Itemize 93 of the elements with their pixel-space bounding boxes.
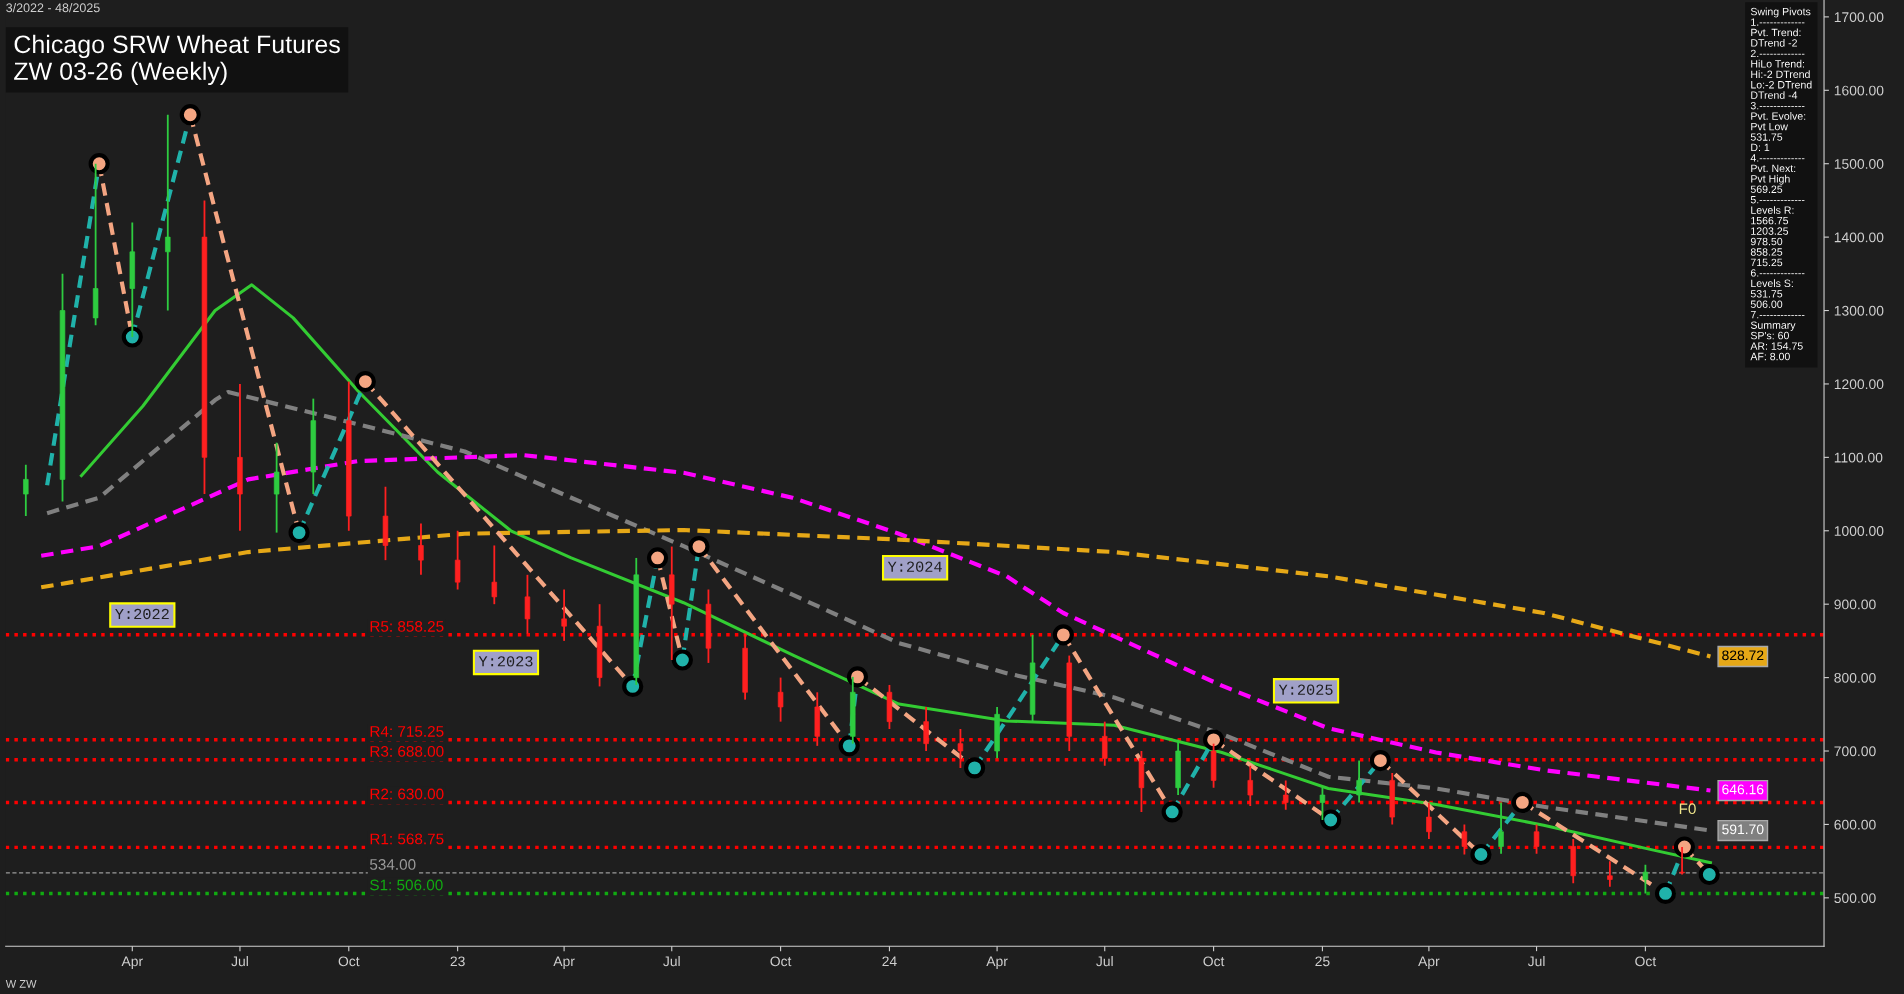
annotation: 3/2022 - 48/2025 (6, 2, 100, 13)
x-tick-label: Apr (553, 956, 575, 969)
candlestick (1102, 720, 1108, 767)
point (1470, 843, 1492, 866)
y-tick-label: 1000.00 (1834, 526, 1884, 536)
x-tick-label: Oct (1203, 956, 1225, 967)
annotation: Y:2025 (1278, 684, 1333, 695)
candlestick (1283, 779, 1289, 811)
y-tick-label: 900.00 (1834, 599, 1876, 610)
candlestick (23, 463, 29, 517)
point (1369, 749, 1391, 772)
point (846, 666, 869, 688)
data-label: 646.16 (1722, 784, 1764, 795)
y-tick-label: 700.00 (1834, 746, 1876, 757)
ref-line-label: R3: 688.00 (370, 745, 444, 757)
annotation: Y:2024 (887, 561, 942, 572)
text: Swing Pivots 1.------------- Pvt. Trend: DTrend -2 2.------------- HiLo Trend: Hi:-2 DTrend Lo:-2 DTrend DTrend -4 3.------------- Pvt. Evolve: Pvt Low 531.75 D: 1 4.------------- Pvt. Next: Pvt High 569.25 5.------------- Levels R: 1566.75 1203.25 978.50 858.25 715.25 6.------------- Levels S: 531.75 506.00 7.------------- Summary SP's: 60 AR: 154.75 AF: 8.00 (1750, 7, 1812, 361)
candlestick (491, 544, 498, 606)
candlestick (1533, 823, 1540, 855)
x-tick-label: Jul (1527, 956, 1545, 967)
annotation: Y:2023 (478, 656, 533, 667)
ref-line-label: S1: 506.00 (370, 879, 443, 891)
point (121, 326, 143, 348)
candlestick (923, 706, 929, 752)
y-tick-label: 1500.00 (1834, 159, 1884, 169)
candlestick (957, 728, 964, 769)
annotation: Y:2022 (115, 608, 169, 620)
candlestick (561, 588, 567, 642)
candlestick (1247, 764, 1253, 807)
text: W ZW (5, 980, 37, 988)
y-tick-label: 600.00 (1834, 819, 1876, 830)
x-tick-label: 24 (882, 956, 897, 967)
candlestick (777, 676, 784, 723)
ref-line-label: R4: 715.25 (370, 725, 444, 737)
data-label: 591.70 (1722, 824, 1764, 835)
candlestick (165, 113, 171, 312)
point (646, 547, 669, 569)
x-tick-label: Jul (231, 956, 248, 967)
point (1202, 729, 1225, 751)
candlestick (454, 529, 461, 591)
ref-line-label: R1: 568.75 (370, 833, 444, 845)
point (1320, 809, 1342, 831)
candlestick (1642, 863, 1649, 895)
ref-line-label: R2: 630.00 (370, 788, 444, 800)
candlestick (1461, 823, 1468, 856)
x-tick-label: Oct (1635, 956, 1657, 967)
point (671, 649, 693, 671)
point (88, 153, 110, 175)
y-tick-label: 1100.00 (1834, 452, 1883, 463)
y-tick-label: 1700.00 (1834, 12, 1884, 23)
point (688, 535, 710, 558)
point (179, 104, 201, 126)
candlestick (1319, 786, 1326, 821)
y-tick-label: 500.00 (1834, 893, 1876, 903)
candlestick (418, 522, 424, 576)
text: ZW 03-26 (Weekly) (14, 61, 227, 86)
x-tick-label: 25 (1315, 956, 1330, 967)
candlestick (1498, 801, 1504, 855)
data-label: 828.72 (1722, 650, 1764, 661)
point (622, 675, 644, 697)
ref-line-label: R5: 858.25 (370, 621, 444, 632)
y-tick-label: 1400.00 (1834, 232, 1884, 243)
candlestick (1426, 801, 1432, 841)
candlestick (524, 573, 531, 635)
candlestick (1356, 759, 1362, 804)
candlestick (1607, 860, 1613, 888)
point (838, 735, 860, 757)
point (1654, 882, 1677, 905)
ref-line-label: 534.00 (369, 859, 416, 870)
point (1052, 624, 1074, 646)
candlestick (1679, 846, 1685, 876)
y-tick-label: 1300.00 (1834, 305, 1884, 316)
y-tick-label: 1200.00 (1834, 379, 1884, 390)
point (1161, 801, 1183, 823)
point (1698, 863, 1720, 886)
x-tick-label: Apr (121, 956, 143, 969)
annotation: F0 (1679, 803, 1696, 815)
y-tick-label: 800.00 (1834, 672, 1876, 683)
point (354, 370, 376, 393)
x-tick-label: Apr (986, 956, 1008, 969)
candlestick (273, 441, 280, 534)
text: Chicago SRW Wheat Futures (14, 34, 340, 59)
x-tick-label: Jul (1096, 956, 1113, 967)
point (1511, 791, 1533, 813)
x-tick-label: Oct (770, 956, 792, 967)
point (1673, 836, 1696, 858)
x-tick-label: Jul (663, 956, 680, 967)
x-tick-label: Oct (338, 956, 360, 967)
x-tick-label: Apr (1418, 956, 1440, 969)
point (288, 522, 310, 544)
x-tick-label: 23 (450, 956, 465, 967)
y-tick-label: 1600.00 (1834, 85, 1884, 96)
point (964, 757, 986, 779)
